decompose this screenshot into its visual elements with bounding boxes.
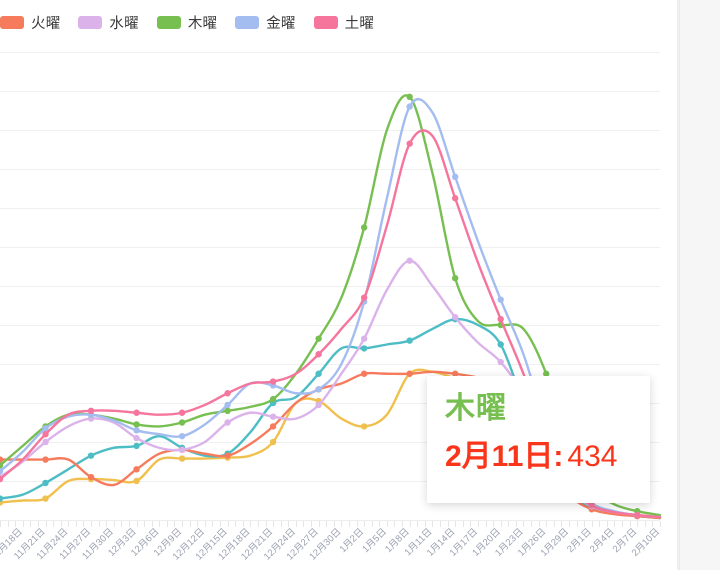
legend-item-label: 金曜 (266, 15, 296, 32)
series-point[interactable] (178, 446, 186, 453)
tooltip-value-row: 2月11日: 434 (445, 440, 632, 474)
series-point[interactable] (42, 438, 49, 446)
series-point[interactable] (0, 475, 4, 483)
legend-item-label: 水曜 (109, 15, 139, 32)
legend-swatch-icon (156, 15, 181, 29)
series-point[interactable] (269, 378, 277, 385)
series-point[interactable] (133, 409, 140, 416)
series-point[interactable] (133, 477, 140, 485)
series-point[interactable] (269, 423, 277, 430)
page-right-gutter (679, 0, 720, 570)
series-point[interactable] (406, 103, 413, 110)
series-point[interactable] (42, 495, 49, 502)
series-point[interactable] (497, 341, 504, 348)
series-point[interactable] (360, 345, 368, 352)
series-point[interactable] (269, 395, 277, 403)
series-point[interactable] (406, 140, 413, 147)
series-point[interactable] (269, 413, 277, 420)
series-point[interactable] (224, 419, 231, 426)
series-point[interactable] (451, 314, 459, 321)
series-point[interactable] (87, 452, 95, 459)
series-point[interactable] (588, 502, 595, 509)
series-point[interactable] (315, 401, 322, 409)
series-point[interactable] (497, 315, 504, 323)
x-axis-tick-label: 2月1日 (565, 526, 594, 555)
tooltip-series-label: 木曜 (445, 392, 507, 425)
series-point[interactable] (451, 370, 459, 377)
legend-item-木曜[interactable]: 木曜 (156, 12, 218, 33)
legend-item-label: 土曜 (344, 15, 375, 32)
series-point[interactable] (315, 386, 322, 393)
line-chart-plot[interactable]: 4804404003603202802402001601208040011月15… (0, 0, 678, 570)
series-point[interactable] (451, 173, 459, 180)
series-point[interactable] (224, 407, 231, 414)
x-axis-tick-label: 1月5日 (360, 526, 389, 555)
legend-swatch-icon (78, 15, 103, 29)
series-point[interactable] (315, 351, 322, 358)
legend-item-金曜[interactable]: 金曜 (235, 12, 295, 33)
series-point[interactable] (0, 468, 4, 475)
series-point[interactable] (133, 442, 140, 450)
series-point[interactable] (178, 419, 186, 426)
series-point[interactable] (497, 358, 504, 366)
series-point[interactable] (87, 407, 95, 414)
legend-item-水曜[interactable]: 水曜 (78, 12, 139, 33)
series-point[interactable] (42, 425, 49, 432)
series-point[interactable] (224, 452, 231, 459)
series-point[interactable] (133, 466, 140, 473)
series-point[interactable] (360, 423, 368, 430)
series-point[interactable] (0, 456, 4, 463)
legend-item-火曜[interactable]: 火曜 (0, 12, 60, 33)
legend-swatch-icon (0, 15, 24, 29)
series-point[interactable] (42, 456, 49, 463)
series-point[interactable] (178, 455, 186, 462)
series-point[interactable] (42, 479, 49, 487)
series-point[interactable] (360, 335, 368, 342)
legend-swatch-icon (313, 15, 338, 29)
series-point[interactable] (360, 370, 368, 377)
legend-item-土曜[interactable]: 土曜 (313, 12, 375, 33)
series-point[interactable] (451, 195, 459, 202)
legend-item-label: 木曜 (187, 15, 218, 32)
series-point[interactable] (224, 401, 231, 409)
series-point[interactable] (360, 224, 368, 231)
series-point[interactable] (315, 370, 322, 377)
series-point[interactable] (269, 438, 277, 446)
series-point[interactable] (133, 434, 140, 442)
series-point[interactable] (178, 432, 186, 440)
x-axis-tick-label: 2月4日 (588, 526, 617, 555)
tooltip-date-label: 2月11日: (445, 440, 564, 473)
series-point[interactable] (360, 294, 368, 301)
series-point[interactable] (42, 431, 49, 438)
series-point[interactable] (406, 370, 413, 377)
chart-tooltip: 木曜 2月11日: 434 (427, 376, 650, 503)
series-point[interactable] (224, 390, 231, 397)
series-point[interactable] (0, 495, 4, 502)
series-point[interactable] (133, 421, 140, 428)
x-axis-tick-label: 1月2日 (338, 526, 367, 555)
series-point[interactable] (0, 462, 4, 469)
series-point[interactable] (543, 370, 550, 377)
series-point[interactable] (87, 473, 95, 481)
series-point[interactable] (406, 257, 413, 264)
series-point[interactable] (634, 511, 641, 519)
series-point[interactable] (406, 337, 413, 344)
series-point[interactable] (406, 93, 413, 101)
tooltip-value: 434 (567, 440, 618, 473)
legend-item-label: 火曜 (31, 15, 61, 32)
series-point[interactable] (178, 409, 186, 416)
series-point[interactable] (451, 275, 459, 282)
series-point[interactable] (497, 296, 504, 303)
series-point[interactable] (133, 427, 140, 434)
chart-legend: 火曜 水曜 木曜 金曜 土曜 (0, 10, 392, 34)
legend-swatch-icon (235, 15, 260, 29)
series-point[interactable] (315, 335, 322, 342)
